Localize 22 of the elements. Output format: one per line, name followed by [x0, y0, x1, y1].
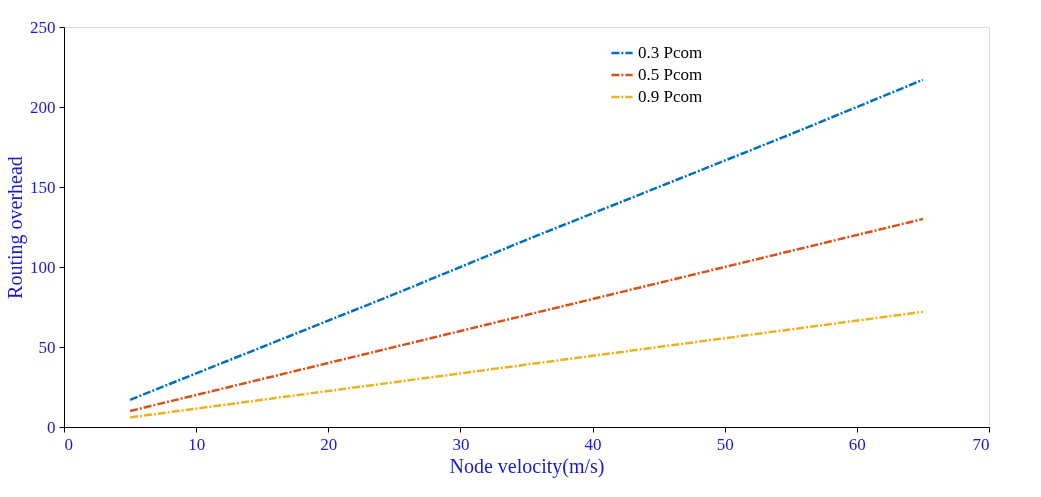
legend-label: 0.3 Pcom [638, 43, 703, 62]
line-series [128, 310, 925, 419]
legend-label: 0.5 Pcom [638, 65, 703, 84]
y-tick-label: 200 [30, 97, 56, 117]
x-tick-label: 20 [320, 434, 338, 454]
x-tick-label: 50 [716, 434, 734, 454]
y-tick-label: 50 [38, 337, 56, 357]
y-tick-label: 250 [30, 17, 56, 37]
y-tick-label: 100 [30, 257, 56, 277]
line-series [128, 78, 925, 402]
x-tick-label: 40 [584, 434, 602, 454]
y-tick-label: 0 [47, 417, 56, 437]
legend-label: 0.9 Pcom [638, 87, 703, 106]
x-tick-label: 10 [188, 434, 206, 454]
y-tick-label: 150 [30, 177, 56, 197]
line-series [128, 217, 925, 413]
x-tick-label: 0 [64, 434, 73, 454]
x-axis-title: Node velocity(m/s) [449, 454, 605, 478]
x-tick-label: 70 [972, 434, 990, 454]
x-tick-label: 60 [848, 434, 866, 454]
x-tick-label: 30 [452, 434, 470, 454]
y-axis-title: Routing overhead [4, 156, 27, 299]
